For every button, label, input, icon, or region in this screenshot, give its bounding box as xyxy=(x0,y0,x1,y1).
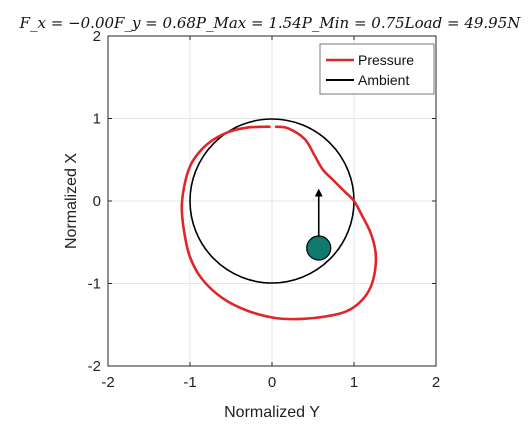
journal-center-marker xyxy=(306,235,332,261)
x-tick-label: 0 xyxy=(268,374,276,391)
y-tick-label: -2 xyxy=(88,358,101,375)
y-tick-label: 0 xyxy=(93,193,101,210)
y-tick-label: 2 xyxy=(93,28,101,45)
y-tick-label: 1 xyxy=(93,111,101,128)
legend-label-pressure: Pressure xyxy=(358,52,414,68)
pressure-line xyxy=(180,125,378,321)
y-axis-label: Normalized X xyxy=(63,153,80,249)
x-tick-label: 1 xyxy=(350,374,358,391)
x-tick-label: -1 xyxy=(183,374,196,391)
chart-title: F_x = −0.00F_y = 0.68P_Max = 1.54P_Min =… xyxy=(19,14,522,32)
x-tick-label: 2 xyxy=(432,374,440,391)
x-axis-label: Normalized Y xyxy=(224,404,320,421)
annotations xyxy=(306,188,332,261)
legend-label-ambient: Ambient xyxy=(358,72,409,88)
axis-ticks xyxy=(107,35,437,367)
tick-labels: -2 -1 0 1 2 -2 -1 0 1 2 xyxy=(88,28,441,391)
series-group xyxy=(180,118,378,321)
x-tick-label: -2 xyxy=(101,374,114,391)
legend-box xyxy=(319,43,435,95)
legend: Pressure Ambient xyxy=(319,43,435,95)
y-tick-label: -1 xyxy=(88,276,101,293)
